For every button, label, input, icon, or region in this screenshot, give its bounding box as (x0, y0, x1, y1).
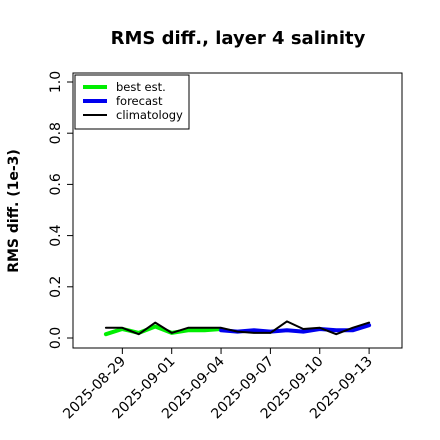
x-axis: 2025-08-292025-09-012025-09-042025-09-07… (60, 348, 376, 422)
y-tick-label: 0.6 (48, 173, 64, 195)
legend-entry-label: forecast (116, 94, 163, 108)
y-axis: 0.0 0.2 0.4 0.6 0.8 1.0 (48, 71, 73, 349)
plot-area-frame (72, 72, 403, 349)
legend-entry-label: climatology (116, 108, 183, 122)
series-lines (103, 320, 372, 337)
y-tick-label: 1.0 (48, 71, 64, 93)
series-line-2 (104, 320, 371, 336)
y-tick-label: 0.2 (48, 276, 64, 298)
y-tick-label: 0.8 (48, 122, 64, 144)
y-tick-label: 0.0 (48, 327, 64, 349)
chart-title: RMS diff., layer 4 salinity (111, 28, 366, 49)
y-axis-label: RMS diff. (1e-3) (6, 149, 22, 273)
legend-entry-label: best est. (116, 80, 166, 94)
y-tick-label: 0.4 (48, 224, 64, 246)
